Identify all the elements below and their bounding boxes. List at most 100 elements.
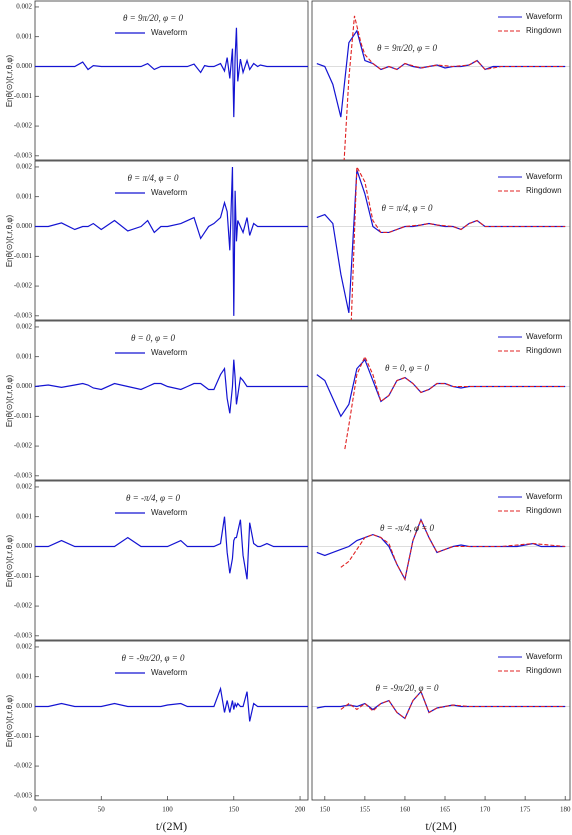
series-line xyxy=(35,359,308,414)
x-tick-label: 50 xyxy=(98,806,106,814)
panel: 150 155 160 165 170 175 180 t/(2M) θ = -9π/20, φ… xyxy=(311,640,571,833)
y-tick-label: 0.001 xyxy=(16,192,32,200)
panel: 0.002 0.001 0.000 -0.001 -0.002 -0.003 Eηθ(⊙)(… xyxy=(5,480,309,641)
y-tick-label: 0.000 xyxy=(16,382,32,390)
y-tick-label: -0.001 xyxy=(14,412,33,420)
y-tick-label: 0.001 xyxy=(16,512,32,520)
y-tick-label: 0.002 xyxy=(16,163,32,171)
panel-frame xyxy=(34,0,309,161)
series-line xyxy=(344,355,566,450)
x-tick-label: 170 xyxy=(480,806,491,814)
legend-label: Waveform xyxy=(526,652,562,661)
panel-title: θ = -9π/20, φ = 0 xyxy=(121,653,185,663)
y-axis-label: Eηθ(⊙)(t,r,θ,φ) xyxy=(5,534,14,587)
y-tick-label: -0.002 xyxy=(14,122,33,130)
y-tick-label: -0.001 xyxy=(14,732,33,740)
x-tick-label: 180 xyxy=(560,806,571,814)
panel-title: θ = -π/4, φ = 0 xyxy=(126,493,181,503)
x-tick-label: 150 xyxy=(229,806,240,814)
panel-title: θ = 9π/20, φ = 0 xyxy=(377,43,438,53)
y-tick-label: -0.001 xyxy=(14,92,33,100)
legend-label: Waveform xyxy=(526,332,562,341)
series-line xyxy=(35,686,308,722)
x-tick-label: 0 xyxy=(33,806,37,814)
series-line xyxy=(340,690,566,720)
panel: θ = 0, φ = 0 Waveform Ringdown xyxy=(311,320,571,481)
y-tick-label: 0.002 xyxy=(16,643,32,651)
x-axis-label: t/(2M) xyxy=(156,819,187,833)
series-line xyxy=(35,516,308,580)
panel: 0.002 0.001 0.000 -0.001 -0.002 -0.003 Eηθ(⊙)(… xyxy=(5,0,309,161)
y-tick-label: 0.002 xyxy=(16,3,32,11)
x-tick-label: 175 xyxy=(520,806,531,814)
panel-title: θ = π/4, φ = 0 xyxy=(381,203,433,213)
panel-frame xyxy=(34,320,309,481)
y-tick-label: 0.000 xyxy=(16,62,32,70)
y-tick-label: -0.001 xyxy=(14,572,33,580)
panel-frame xyxy=(311,160,571,321)
y-tick-label: -0.002 xyxy=(14,442,33,450)
legend-label: Ringdown xyxy=(526,506,562,515)
legend-label: Ringdown xyxy=(526,26,562,35)
series-line xyxy=(340,518,566,581)
y-tick-label: -0.003 xyxy=(14,311,33,319)
series-line xyxy=(316,690,566,720)
series-line xyxy=(350,164,566,320)
legend-label: Waveform xyxy=(151,188,187,197)
legend-label: Waveform xyxy=(151,28,187,37)
legend-label: Waveform xyxy=(526,492,562,501)
y-tick-label: -0.002 xyxy=(14,762,33,770)
legend-label: Waveform xyxy=(151,508,187,517)
x-tick-label: 200 xyxy=(295,806,306,814)
x-tick-label: 100 xyxy=(162,806,173,814)
panel-frame xyxy=(34,480,309,641)
panel-frame xyxy=(311,0,571,161)
series-line xyxy=(316,29,566,118)
panel: θ = 9π/20, φ = 0 Waveform Ringdown xyxy=(311,0,571,161)
panel: θ = π/4, φ = 0 Waveform Ringdown xyxy=(311,160,571,321)
panel-frame xyxy=(311,640,571,801)
y-tick-label: -0.003 xyxy=(14,631,33,639)
y-tick-label: -0.003 xyxy=(14,791,33,799)
y-axis-label: Eηθ(⊙)(t,r,θ,φ) xyxy=(5,214,14,267)
panel-title: θ = π/4, φ = 0 xyxy=(127,173,179,183)
x-tick-label: 160 xyxy=(400,806,411,814)
y-axis-label: Eηθ(⊙)(t,r,θ,φ) xyxy=(5,374,14,427)
panel-frame xyxy=(311,320,571,481)
y-tick-label: 0.001 xyxy=(16,32,32,40)
legend-label: Ringdown xyxy=(526,666,562,675)
y-tick-label: -0.002 xyxy=(14,602,33,610)
y-tick-label: 0.002 xyxy=(16,483,32,491)
y-axis-label: Eηθ(⊙)(t,r,θ,φ) xyxy=(5,54,14,107)
x-axis-label: t/(2M) xyxy=(425,819,456,833)
y-axis-label: Eηθ(⊙)(t,r,θ,φ) xyxy=(5,694,14,747)
panel: 0.002 0.001 0.000 -0.001 -0.002 -0.003 Eηθ(⊙)(… xyxy=(5,320,309,481)
panel: θ = -π/4, φ = 0 Waveform Ringdown xyxy=(311,480,571,641)
series-line xyxy=(316,518,566,581)
x-tick-label: 155 xyxy=(360,806,371,814)
x-tick-label: 150 xyxy=(320,806,331,814)
y-tick-label: 0.001 xyxy=(16,672,32,680)
series-line xyxy=(35,166,308,316)
series-line xyxy=(343,15,566,160)
panel: 0.002 0.001 0.000 -0.001 -0.002 -0.003 Eηθ(⊙)(… xyxy=(5,160,309,321)
y-tick-label: 0.000 xyxy=(16,702,32,710)
panel-title: θ = -π/4, φ = 0 xyxy=(380,523,435,533)
y-tick-label: -0.003 xyxy=(14,471,33,479)
panel-frame xyxy=(311,480,571,641)
y-tick-label: 0.002 xyxy=(16,323,32,331)
legend-label: Waveform xyxy=(151,668,187,677)
panel-frame xyxy=(34,160,309,321)
y-tick-label: -0.001 xyxy=(14,252,33,260)
y-tick-label: -0.003 xyxy=(14,151,33,159)
panel-title: θ = -9π/20, φ = 0 xyxy=(375,683,439,693)
x-tick-label: 165 xyxy=(440,806,451,814)
series-line xyxy=(316,358,566,418)
panel-frame xyxy=(34,640,309,801)
y-tick-label: 0.000 xyxy=(16,542,32,550)
legend-label: Waveform xyxy=(526,172,562,181)
panel-title: θ = 9π/20, φ = 0 xyxy=(123,13,184,23)
